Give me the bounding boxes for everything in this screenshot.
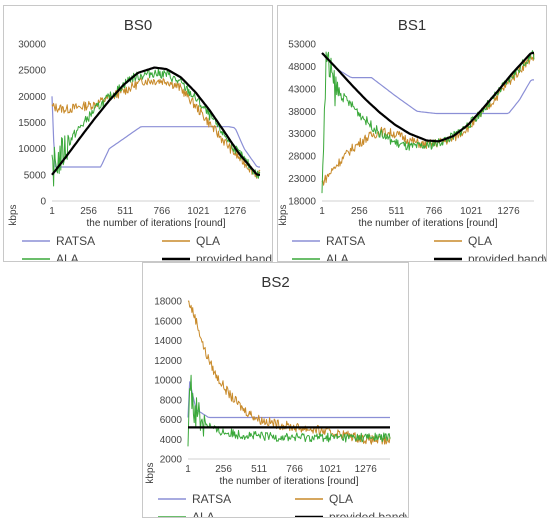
- y-tick-label: 48000: [288, 62, 316, 73]
- y-tick-label: 0: [40, 197, 46, 208]
- y-tick-label: 25000: [18, 66, 46, 77]
- legend-label-ratsa: RATSA: [56, 234, 95, 248]
- y-tick-label: 38000: [288, 107, 316, 118]
- x-axis-label: the number of iterations [round]: [87, 218, 226, 229]
- y-tick-label: 15000: [18, 118, 46, 129]
- chart-panel-bs1: BS1 18000 23000 28000 33000 38000 43000 48000 53…: [277, 5, 547, 262]
- legend-label-ratsa: RATSA: [326, 234, 365, 248]
- y-tick-label: 10000: [18, 144, 46, 155]
- series-line-ratsa: [51, 96, 260, 168]
- legend-label-ala: ALA: [192, 510, 215, 517]
- chart-bs1: BS1 18000 23000 28000 33000 38000 43000 48000 53…: [278, 17, 546, 261]
- x-tick-label: 1: [319, 206, 325, 217]
- x-tick-label: 766: [426, 206, 443, 217]
- chart-title: BS0: [124, 17, 152, 34]
- legend-label-ratsa: RATSA: [192, 492, 231, 506]
- series-line-ala: [51, 68, 261, 187]
- chart-title: BS2: [261, 274, 289, 291]
- legend-label-qla: QLA: [468, 234, 492, 248]
- legend-label-provided-bandwidth: provided bandwidth: [329, 510, 408, 517]
- legend-label-provided-bandwidth: provided bandwidth: [468, 252, 546, 261]
- x-tick-label: 511: [389, 206, 405, 217]
- y-tick-label: 43000: [288, 84, 316, 95]
- series-line-ala: [187, 374, 391, 447]
- y-tick-label: 16000: [154, 316, 182, 327]
- series-line-qla: [51, 77, 261, 179]
- x-tick-label: 1276: [355, 464, 378, 475]
- y-tick-label: 20000: [18, 92, 46, 103]
- y-tick-label: 23000: [288, 174, 316, 185]
- series-line-provided-bandwidth: [321, 51, 534, 143]
- x-axis-label: the number of iterations [round]: [220, 476, 359, 487]
- y-tick-label: 5000: [24, 170, 47, 181]
- y-axis-label: kbps: [145, 462, 156, 483]
- y-tick-label: 8000: [160, 395, 183, 406]
- y-tick-label: 28000: [288, 152, 316, 163]
- y-axis-label: kbps: [278, 204, 289, 225]
- x-tick-label: 256: [215, 464, 232, 475]
- x-axis-label: the number of iterations [round]: [359, 218, 498, 229]
- y-axis-label: kbps: [8, 204, 19, 225]
- x-tick-label: 511: [251, 464, 267, 475]
- y-tick-label: 53000: [288, 40, 316, 51]
- legend-label-ala: ALA: [326, 252, 349, 261]
- legend-label-qla: QLA: [196, 234, 220, 248]
- y-tick-label: 12000: [154, 356, 182, 367]
- x-tick-label: 1: [185, 464, 191, 475]
- y-tick-label: 30000: [18, 40, 46, 51]
- legend-label-provided-bandwidth: provided bandwidth: [196, 252, 272, 261]
- chart-bs2: BS2 2000 4000 6000 8000 10000 12000 14000 16000 1…: [145, 274, 408, 517]
- x-tick-label: 1276: [224, 206, 247, 217]
- chart-panel-bs0: BS0 0 5000 10000 15000 20000 25000 30000 1 256 511…: [3, 5, 273, 262]
- chart-panel-bs2: BS2 2000 4000 6000 8000 10000 12000 14000 16000 1…: [142, 262, 409, 518]
- y-tick-label: 6000: [160, 415, 183, 426]
- y-tick-label: 18000: [154, 297, 182, 308]
- x-tick-label: 766: [153, 206, 170, 217]
- x-tick-label: 1021: [460, 206, 483, 217]
- x-tick-label: 256: [351, 206, 368, 217]
- y-tick-label: 10000: [154, 376, 182, 387]
- y-tick-label: 14000: [154, 336, 182, 347]
- x-tick-label: 1276: [497, 206, 520, 217]
- series-line-ratsa: [187, 381, 390, 419]
- series-line-ratsa: [321, 52, 534, 115]
- series-line-qla: [321, 53, 535, 186]
- x-tick-label: 1021: [319, 464, 342, 475]
- series-line-qla: [187, 300, 391, 445]
- series-line-ala: [321, 50, 535, 194]
- x-tick-label: 1021: [187, 206, 210, 217]
- x-tick-label: 511: [117, 206, 133, 217]
- y-tick-label: 4000: [160, 435, 183, 446]
- series-line-provided-bandwidth: [51, 66, 260, 176]
- y-tick-label: 2000: [160, 455, 183, 466]
- x-tick-label: 766: [286, 464, 303, 475]
- chart-bs0: BS0 0 5000 10000 15000 20000 25000 30000 1 256 511…: [8, 17, 272, 261]
- x-tick-label: 256: [80, 206, 97, 217]
- y-tick-label: 18000: [288, 197, 316, 208]
- chart-title: BS1: [398, 17, 426, 34]
- legend-label-ala: ALA: [56, 252, 79, 261]
- legend-label-qla: QLA: [329, 492, 353, 506]
- y-tick-label: 33000: [288, 129, 316, 140]
- x-tick-label: 1: [49, 206, 55, 217]
